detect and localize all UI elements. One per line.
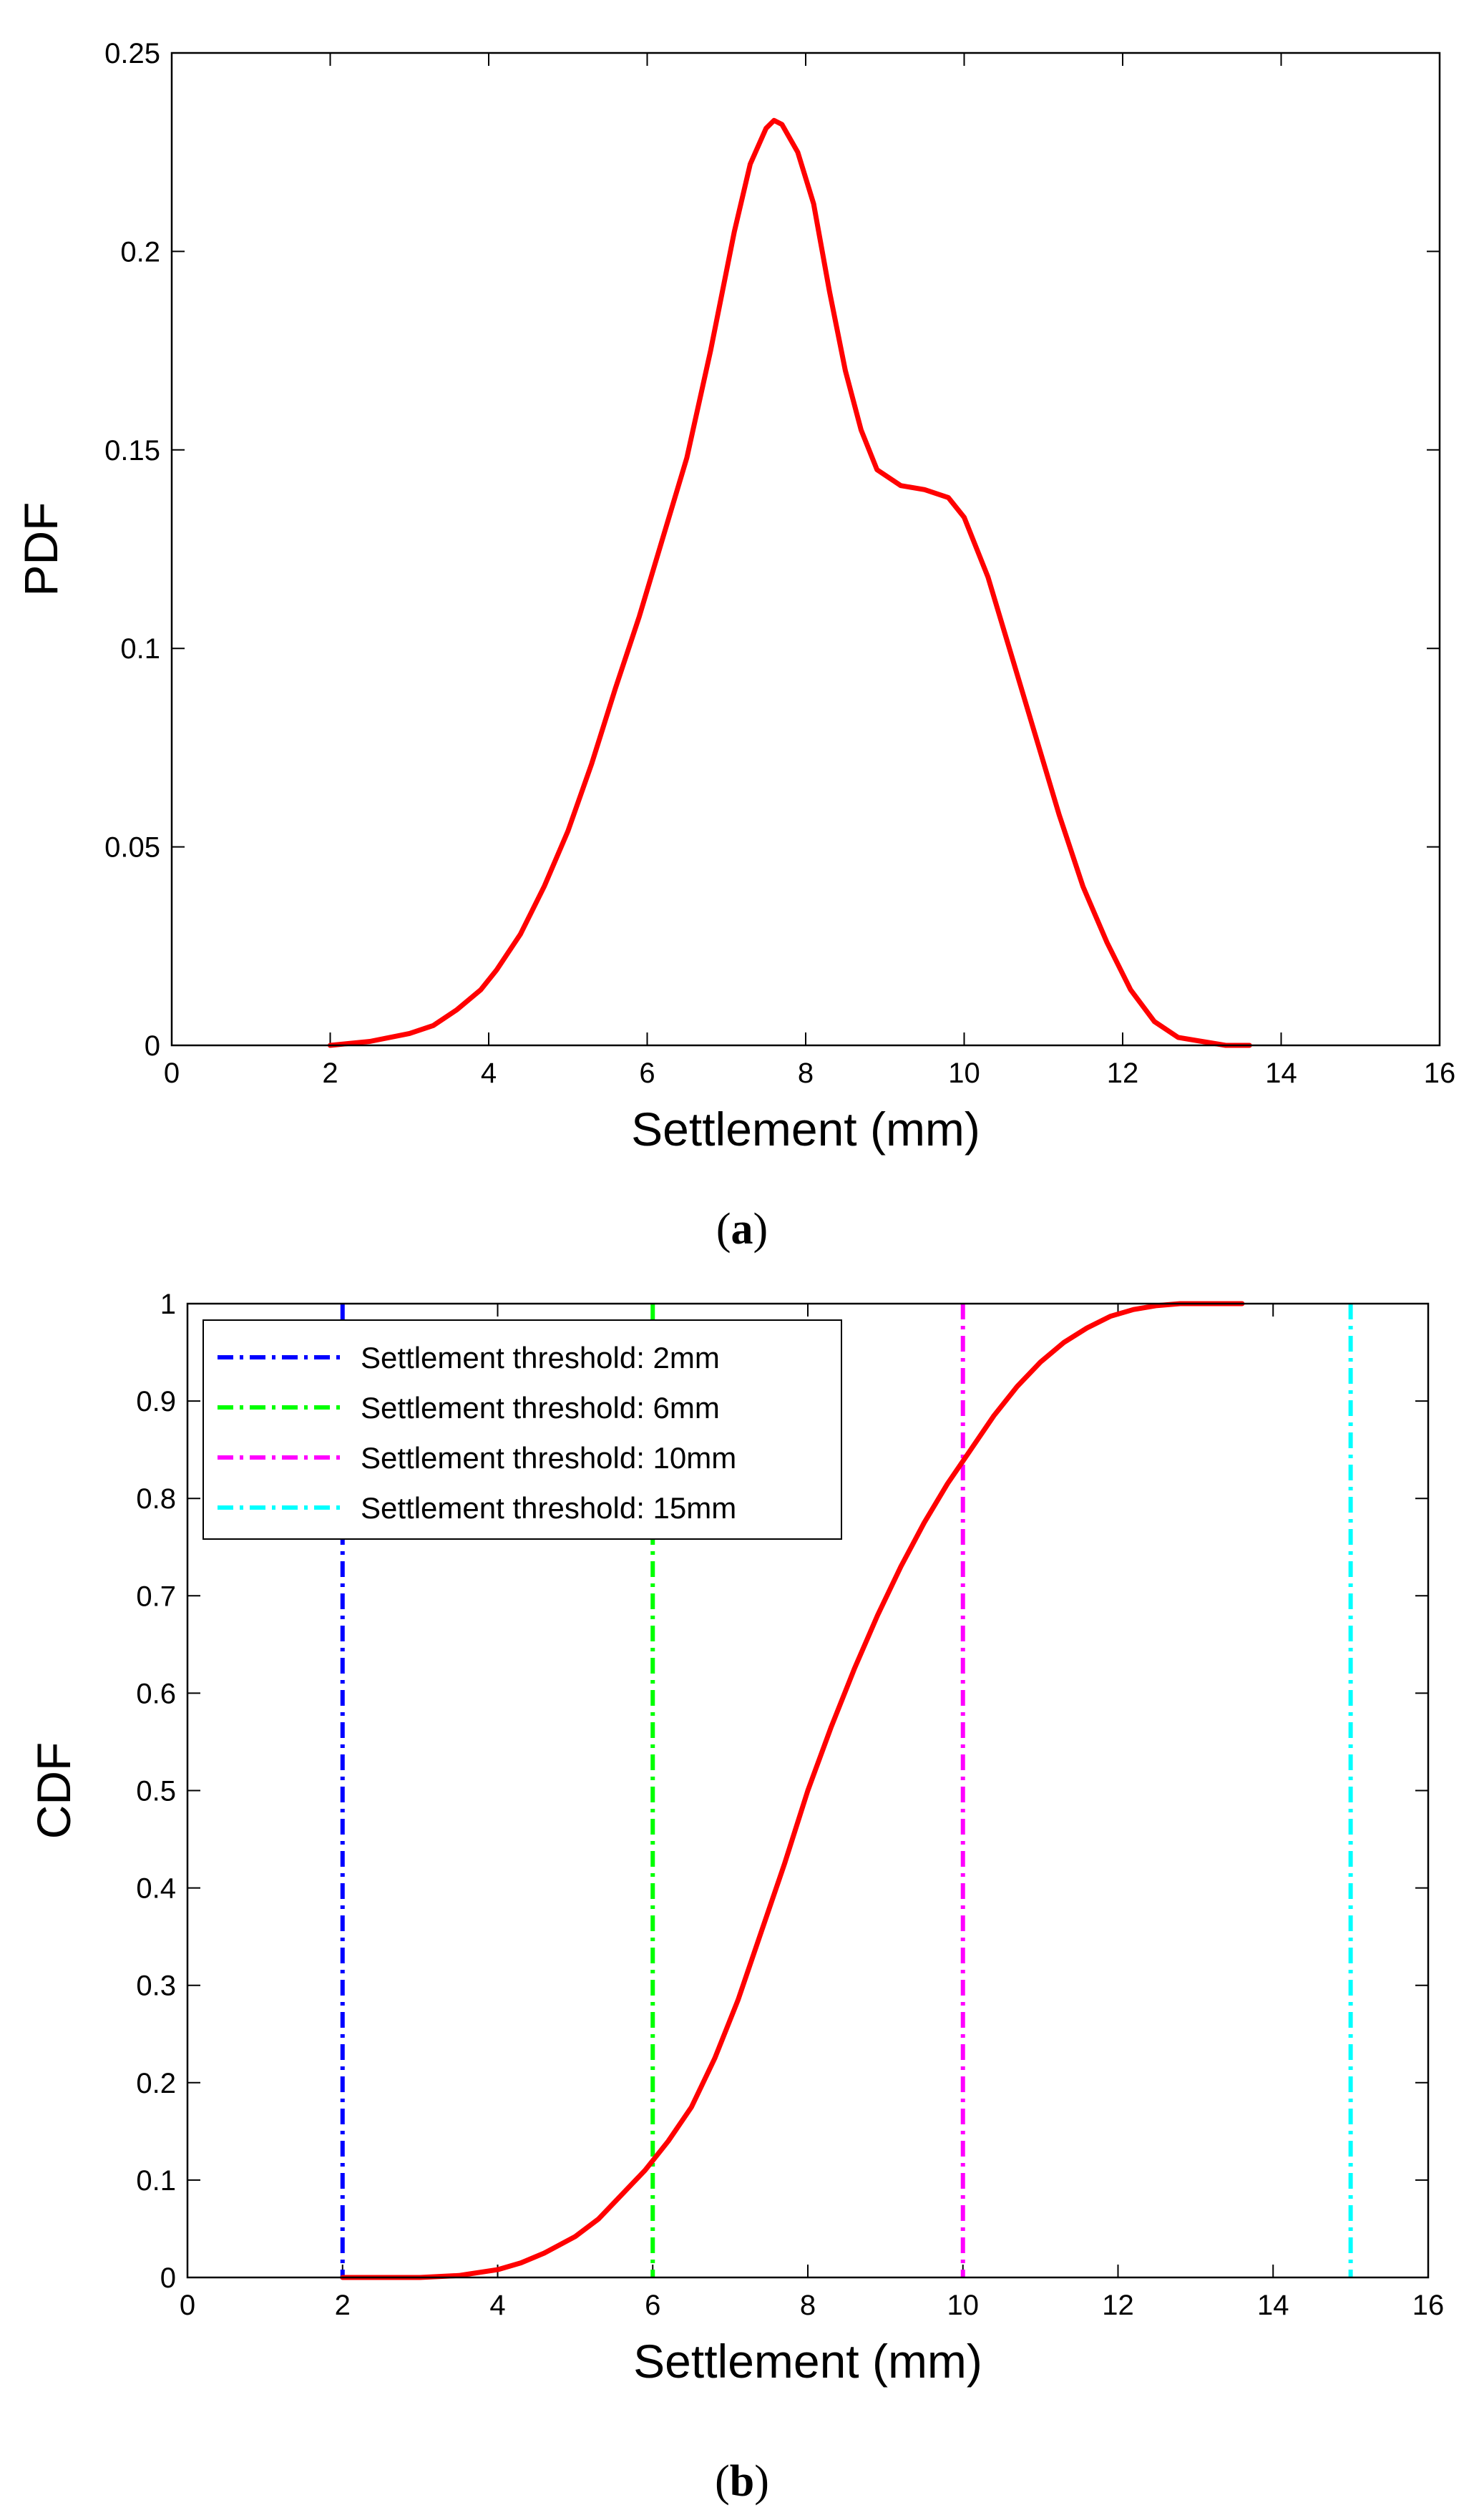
x-tick-label: 6	[639, 1058, 655, 1089]
x-tick-label: 14	[1257, 2290, 1289, 2321]
y-tick-label: 0.1	[120, 633, 160, 665]
y-tick-label: 0.9	[136, 1386, 176, 1417]
legend-label: Settlement threshold: 10mm	[361, 1441, 736, 1475]
y-tick-label: 0.15	[104, 435, 160, 467]
chart-b-cdf: 0 2 4 6 8 10 12 14 16 0 0.1 0.2 0.3 0.4 0.5 0.6 0.7 0.8 0.…	[27, 1289, 1444, 2388]
x-tick-label: 14	[1265, 1058, 1297, 1089]
plot-frame	[186, 1302, 1430, 2279]
legend-label: Settlement threshold: 2mm	[361, 1341, 720, 1374]
y-tick-label: 0.4	[136, 1873, 176, 1905]
x-tick-label: 16	[1424, 1058, 1456, 1089]
y-axis-label: PDF	[14, 502, 67, 597]
panel-label-a: (a)	[716, 1205, 768, 1254]
x-tick-label: 6	[645, 2290, 660, 2321]
x-tick-label: 0	[180, 2290, 195, 2321]
x-tick-label: 4	[489, 2290, 505, 2321]
x-tick-label: 2	[335, 2290, 351, 2321]
y-tick-label: 1	[160, 1289, 176, 1320]
x-axis-label: Settlement (mm)	[633, 2335, 982, 2388]
y-tick-label: 0.1	[136, 2165, 176, 2197]
x-tick-label: 10	[947, 2290, 980, 2321]
y-tick-label: 0.25	[104, 38, 160, 69]
y-tick-label: 0	[160, 2262, 176, 2294]
chart-a-pdf: 0 2 4 6 8 10 12 14 16 0 0.05 0.1 0.15 0.2 0.25 Settleme…	[14, 38, 1455, 1156]
y-tick-label: 0.5	[136, 1776, 176, 1807]
panel-label-b: (b)	[715, 2457, 769, 2506]
y-tick-label: 0.3	[136, 1971, 176, 2002]
x-tick-label: 12	[1102, 2290, 1134, 2321]
y-tick-label: 0.8	[136, 1483, 176, 1515]
plot-area	[172, 53, 1440, 1045]
x-tick-label: 10	[948, 1058, 980, 1089]
x-axis-label: Settlement (mm)	[631, 1103, 980, 1156]
x-tick-label: 8	[800, 2290, 816, 2321]
legend: Settlement threshold: 2mm Settlement thre…	[202, 1319, 842, 1540]
y-tick-label: 0.05	[104, 832, 160, 864]
y-axis-label: CDF	[27, 1742, 80, 1840]
x-tick-label: 8	[798, 1058, 814, 1089]
legend-label: Settlement threshold: 15mm	[361, 1491, 736, 1525]
x-tick-label: 2	[322, 1058, 338, 1089]
y-tick-label: 0.7	[136, 1581, 176, 1612]
x-tick-label: 0	[164, 1058, 180, 1089]
y-tick-label: 0.6	[136, 1678, 176, 1709]
legend-label: Settlement threshold: 6mm	[361, 1391, 720, 1425]
plot-frame	[170, 52, 1441, 1047]
y-tick-label: 0.2	[136, 2068, 176, 2099]
x-tick-label: 16	[1412, 2290, 1445, 2321]
series-line	[340, 1301, 1245, 2280]
series-line	[328, 117, 1252, 1048]
legend-box	[202, 1319, 842, 1540]
y-tick-label: 0	[145, 1030, 160, 1062]
x-tick-label: 4	[481, 1058, 497, 1089]
x-tick-label: 12	[1107, 1058, 1139, 1089]
y-tick-label: 0.2	[120, 236, 160, 268]
